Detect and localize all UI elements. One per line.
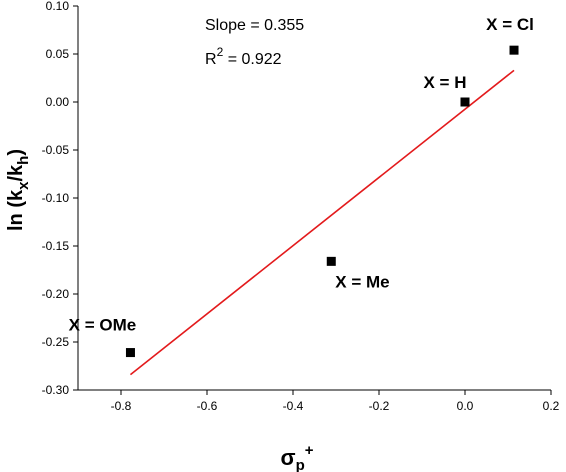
y-axis-title-sub2: h xyxy=(15,156,32,165)
fit-line xyxy=(129,69,515,376)
x-axis-title: σp+ xyxy=(281,442,314,472)
x-tick-label: -0.4 xyxy=(283,399,304,413)
point-label: X = OMe xyxy=(69,316,137,335)
x-tick-label: -0.8 xyxy=(111,399,132,413)
y-tick-label: -0.05 xyxy=(42,143,70,157)
point-label: X = H xyxy=(424,73,467,92)
x-tick-label: 0.2 xyxy=(543,399,560,413)
point-labels: X = OMe X = Me X = H X = Cl xyxy=(69,15,534,334)
point-label: X = Me xyxy=(335,272,389,291)
x-axis-title-superscript: + xyxy=(305,442,314,459)
y-axis-title-suffix: ) xyxy=(5,149,27,156)
x-tick-label: -0.2 xyxy=(369,399,390,413)
axes xyxy=(77,6,551,391)
y-axis-title: ln (kx/kh) xyxy=(5,149,32,231)
point-label: X = Cl xyxy=(486,15,534,34)
y-axis-title-prefix: ln (k xyxy=(5,189,27,231)
r2-superscript: 2 xyxy=(217,45,224,59)
y-tick-label: -0.30 xyxy=(42,383,70,397)
y-tick-label: -0.20 xyxy=(42,287,70,301)
fit-line-group xyxy=(129,69,515,376)
r2-annotation: R2 = 0.922 xyxy=(205,45,282,68)
y-tick-label: -0.15 xyxy=(42,239,70,253)
ticks: -0.8 -0.6 -0.4 -0.2 0.0 0.2 -0.30 -0.25 -0.20 -0.… xyxy=(42,0,560,413)
data-point xyxy=(460,97,470,107)
data-point xyxy=(326,256,336,266)
y-axis-title-sub1: x xyxy=(15,181,32,190)
slope-annotation: Slope = 0.355 xyxy=(205,17,304,34)
y-tick-label: 0.10 xyxy=(46,0,70,13)
data-point xyxy=(509,45,519,55)
y-tick-label: 0.05 xyxy=(46,47,70,61)
x-axis-title-main: σ xyxy=(281,445,296,470)
y-tick-label: -0.25 xyxy=(42,335,70,349)
x-tick-label: 0.0 xyxy=(457,399,474,413)
x-tick-label: -0.6 xyxy=(197,399,218,413)
r2-prefix: R xyxy=(205,51,217,68)
r2-suffix: = 0.922 xyxy=(223,51,281,68)
data-point xyxy=(125,348,135,358)
y-axis-title-mid: /k xyxy=(5,164,27,182)
x-axis-title-subscript: p xyxy=(296,457,305,472)
y-tick-label: -0.10 xyxy=(42,191,70,205)
y-tick-label: 0.00 xyxy=(46,95,70,109)
data-points xyxy=(125,45,519,358)
